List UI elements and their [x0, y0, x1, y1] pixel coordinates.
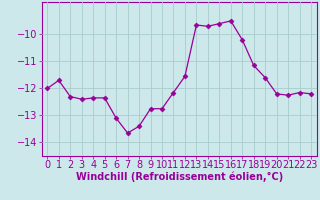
- X-axis label: Windchill (Refroidissement éolien,°C): Windchill (Refroidissement éolien,°C): [76, 172, 283, 182]
